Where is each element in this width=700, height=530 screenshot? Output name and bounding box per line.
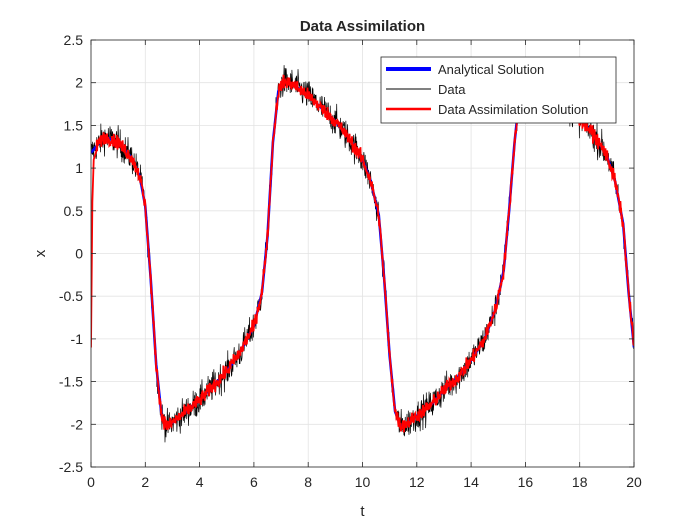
- y-tick-label: -2: [71, 416, 84, 432]
- chart-title: Data Assimilation: [300, 18, 425, 35]
- x-tick-label: 18: [572, 474, 588, 490]
- legend-label: Data: [438, 82, 466, 97]
- x-tick-label: 6: [250, 474, 258, 490]
- x-tick-label: 12: [409, 474, 425, 490]
- legend-label: Analytical Solution: [438, 62, 544, 77]
- y-tick-label: -2.5: [59, 459, 83, 475]
- y-tick-label: 2.5: [64, 32, 84, 48]
- x-tick-label: 20: [626, 474, 642, 490]
- y-tick-label: 1.5: [64, 117, 84, 133]
- x-tick-label: 0: [87, 474, 95, 490]
- ticks: 0 2 4 6 8 10 12 14 16 18 20 -2.5 -2 -1.5 -1 -0.5 0 0.5 1 1.…: [59, 32, 642, 490]
- y-tick-label: -1.5: [59, 374, 83, 390]
- legend-label: Data Assimilation Solution: [438, 102, 588, 117]
- y-tick-label: 2: [75, 75, 83, 91]
- y-axis-label: x: [32, 249, 49, 257]
- y-tick-label: -0.5: [59, 288, 83, 304]
- y-tick-label: -1: [71, 331, 84, 347]
- y-tick-label: 0: [75, 246, 83, 262]
- x-tick-label: 2: [141, 474, 149, 490]
- x-tick-label: 8: [304, 474, 312, 490]
- x-tick-label: 14: [463, 474, 479, 490]
- x-axis-label: t: [360, 503, 365, 520]
- x-tick-label: 16: [518, 474, 534, 490]
- y-tick-label: 1: [75, 160, 83, 176]
- x-tick-label: 10: [355, 474, 371, 490]
- legend: Analytical Solution Data Data Assimilation…: [380, 56, 617, 124]
- y-tick-label: 0.5: [64, 203, 84, 219]
- x-tick-label: 4: [196, 474, 204, 490]
